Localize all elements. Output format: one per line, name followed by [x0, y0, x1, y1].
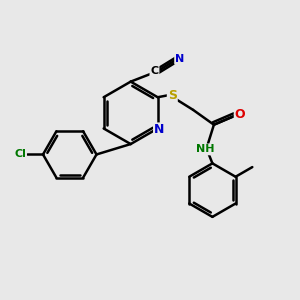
Text: N: N	[154, 123, 164, 136]
Text: Cl: Cl	[14, 149, 26, 160]
Text: N: N	[175, 54, 184, 64]
Text: S: S	[168, 88, 177, 101]
Text: O: O	[235, 108, 245, 121]
Text: C: C	[150, 66, 158, 76]
Text: NH: NH	[196, 144, 214, 154]
